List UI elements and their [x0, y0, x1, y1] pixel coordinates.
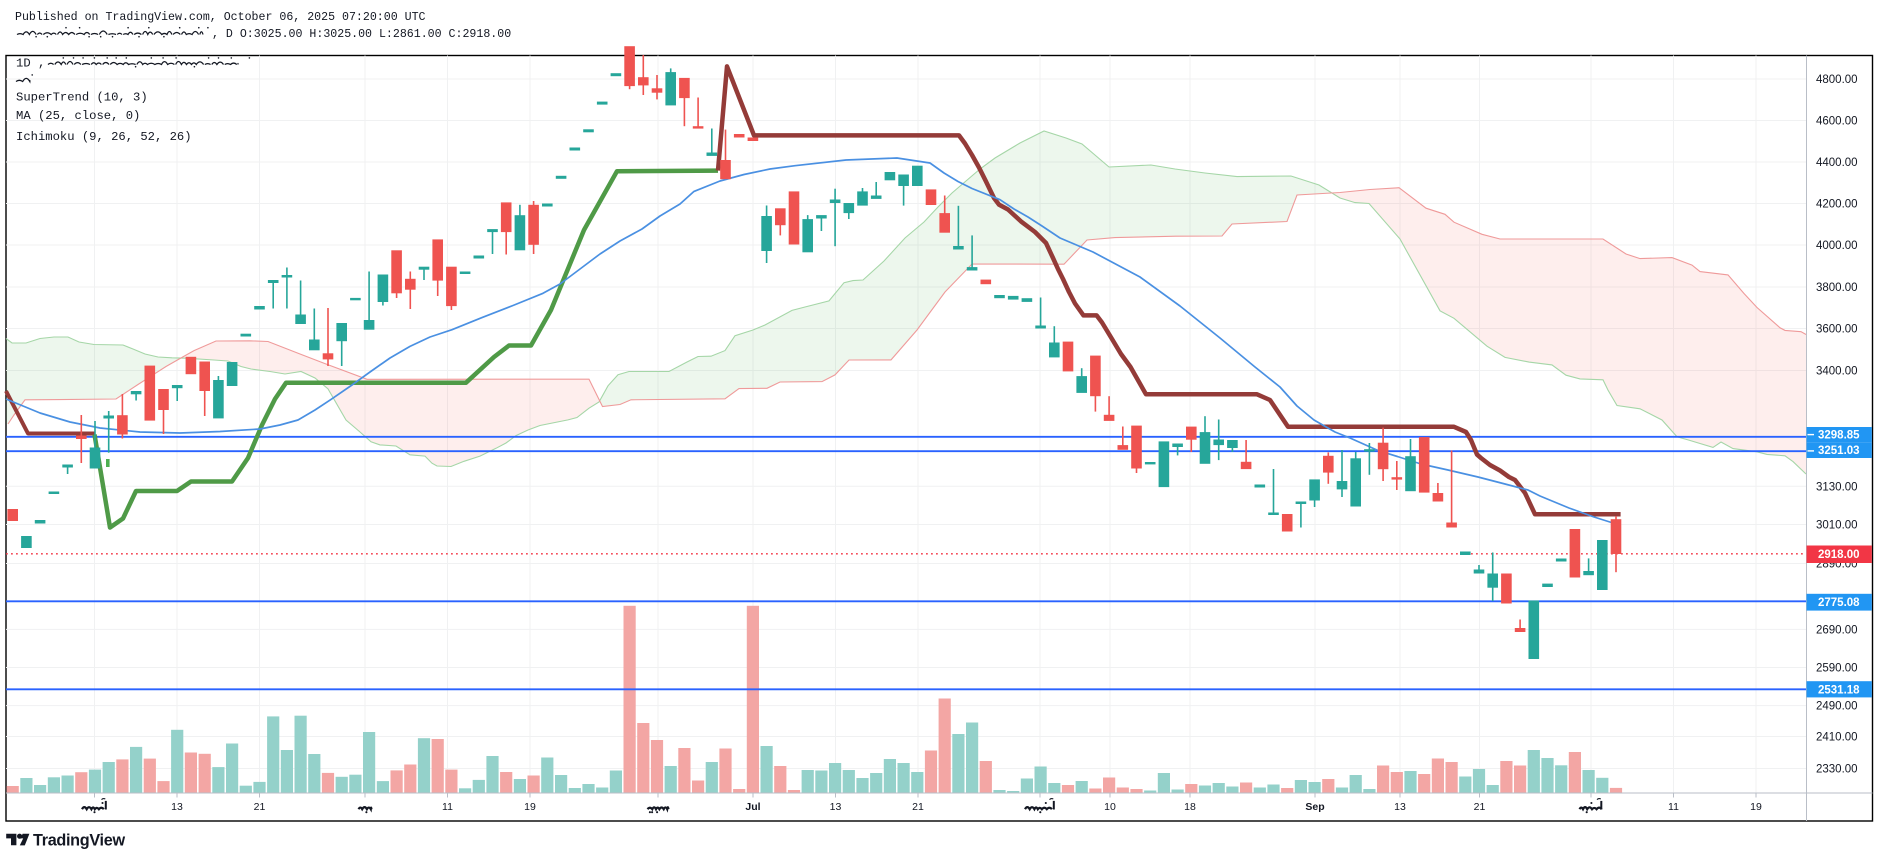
svg-text:3298.85: 3298.85: [1818, 430, 1860, 442]
svg-text:21: 21: [1474, 801, 1486, 813]
svg-text:3130.00: 3130.00: [1816, 481, 1858, 493]
svg-text:Published on TradingView.com,: Published on TradingView.com, October 06…: [15, 11, 426, 24]
svg-text:19: 19: [524, 801, 536, 813]
svg-text:4800.00: 4800.00: [1816, 74, 1858, 86]
svg-text:2330.00: 2330.00: [1816, 764, 1858, 776]
svg-text:, D O:3025.00 H:3025.00 L:2861: , D O:3025.00 H:3025.00 L:2861.00 C:2918…: [212, 28, 511, 41]
svg-text:MA (25, close, 0): MA (25, close, 0): [16, 109, 140, 123]
svg-text:4000.00: 4000.00: [1816, 240, 1858, 252]
svg-text:2531.18: 2531.18: [1818, 684, 1860, 696]
svg-text:SuperTrend (10, 3): SuperTrend (10, 3): [16, 91, 148, 105]
svg-text:2490.00: 2490.00: [1816, 701, 1858, 713]
svg-text:13: 13: [1394, 801, 1406, 813]
svg-text:Ichimoku (9, 26, 52, 26): Ichimoku (9, 26, 52, 26): [16, 130, 192, 144]
svg-text:18: 18: [1184, 801, 1196, 813]
svg-text:19: 19: [1750, 801, 1762, 813]
svg-text:13: 13: [171, 801, 183, 813]
svg-text:2690.00: 2690.00: [1816, 624, 1858, 636]
svg-text:10: 10: [1104, 801, 1116, 813]
svg-text:4400.00: 4400.00: [1816, 157, 1858, 169]
svg-text:3010.00: 3010.00: [1816, 520, 1858, 532]
svg-text:13: 13: [830, 801, 842, 813]
svg-text:Sep: Sep: [1305, 801, 1324, 813]
svg-text:3800.00: 3800.00: [1816, 282, 1858, 294]
svg-text:2590.00: 2590.00: [1816, 663, 1858, 675]
svg-text:1D ,: 1D ,: [16, 57, 45, 71]
svg-text:21: 21: [254, 801, 266, 813]
svg-text:TradingView: TradingView: [33, 832, 125, 850]
svg-text:2775.08: 2775.08: [1818, 597, 1860, 609]
svg-text:11: 11: [442, 801, 453, 813]
svg-text:4200.00: 4200.00: [1816, 199, 1858, 211]
svg-text:4600.00: 4600.00: [1816, 116, 1858, 128]
svg-text:21: 21: [912, 801, 924, 813]
svg-text:2410.00: 2410.00: [1816, 732, 1858, 744]
svg-text:2918.00: 2918.00: [1818, 549, 1860, 561]
svg-text:11: 11: [1668, 801, 1679, 813]
svg-text:3400.00: 3400.00: [1816, 366, 1858, 378]
svg-text:3600.00: 3600.00: [1816, 324, 1858, 336]
svg-text:3251.03: 3251.03: [1818, 445, 1860, 457]
svg-text:Jul: Jul: [745, 801, 760, 813]
